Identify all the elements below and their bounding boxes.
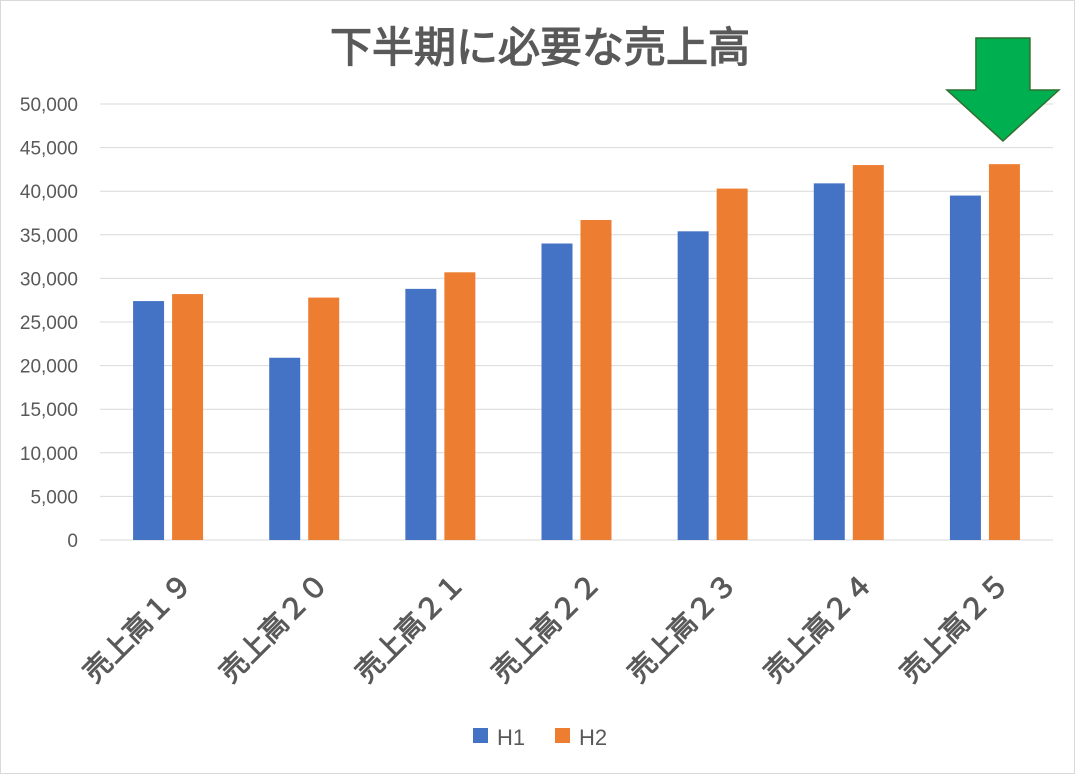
y-tick-label: 10,000 <box>20 444 78 465</box>
legend: H1 H2 <box>473 725 607 750</box>
bar-h1-4 <box>541 243 573 540</box>
y-tick-label: 50,000 <box>20 95 78 116</box>
bar-h2-2 <box>308 297 340 540</box>
x-axis: 売上高１９ 売上高２０ 売上高２１ 売上高２２ 売上高２３ 売上高２４ 売上高２５ <box>77 567 1016 689</box>
legend-label-h1: H1 <box>497 725 525 750</box>
legend-swatch-h1 <box>473 728 488 743</box>
x-tick-label: 売上高２２ <box>485 567 607 689</box>
annotation <box>944 37 1061 143</box>
y-tick-label: 0 <box>67 531 78 552</box>
x-tick-label: 売上高２５ <box>894 567 1016 689</box>
bar-h1-6 <box>813 183 845 541</box>
down-arrow-icon <box>944 37 1061 143</box>
bar-h2-4 <box>580 219 612 540</box>
y-tick-label: 35,000 <box>20 226 78 247</box>
y-tick-label: 20,000 <box>20 357 78 378</box>
y-tick-label: 30,000 <box>20 269 78 290</box>
x-tick-label: 売上高２０ <box>213 567 335 689</box>
y-axis: 0 5,000 10,000 15,000 20,000 25,000 30,000 35,0… <box>20 95 78 552</box>
gridlines <box>100 103 1053 541</box>
legend-label-h2: H2 <box>579 725 607 750</box>
bar-h2-5 <box>716 188 748 541</box>
x-tick-label: 売上高１９ <box>77 567 199 689</box>
legend-swatch-h2 <box>555 728 570 743</box>
bar-h2-7 <box>988 164 1020 540</box>
y-tick-label: 45,000 <box>20 139 78 160</box>
bar-h1-3 <box>405 288 437 540</box>
y-tick-label: 5,000 <box>30 487 78 508</box>
x-tick-label: 売上高２４ <box>757 567 879 689</box>
y-tick-label: 25,000 <box>20 313 78 334</box>
bar-h1-2 <box>269 357 301 540</box>
bar-h1-1 <box>133 301 165 540</box>
chart-title: 下半期に必要な売上高 <box>330 23 750 72</box>
bar-h1-5 <box>677 231 709 540</box>
y-tick-label: 15,000 <box>20 400 78 421</box>
bars <box>133 164 1020 541</box>
bar-h2-6 <box>852 165 884 541</box>
bar-h1-7 <box>949 195 981 540</box>
y-tick-label: 40,000 <box>20 182 78 203</box>
bar-h2-3 <box>444 272 476 540</box>
bar-h2-1 <box>172 294 204 540</box>
x-tick-label: 売上高２１ <box>349 567 471 689</box>
x-tick-label: 売上高２３ <box>621 567 743 689</box>
